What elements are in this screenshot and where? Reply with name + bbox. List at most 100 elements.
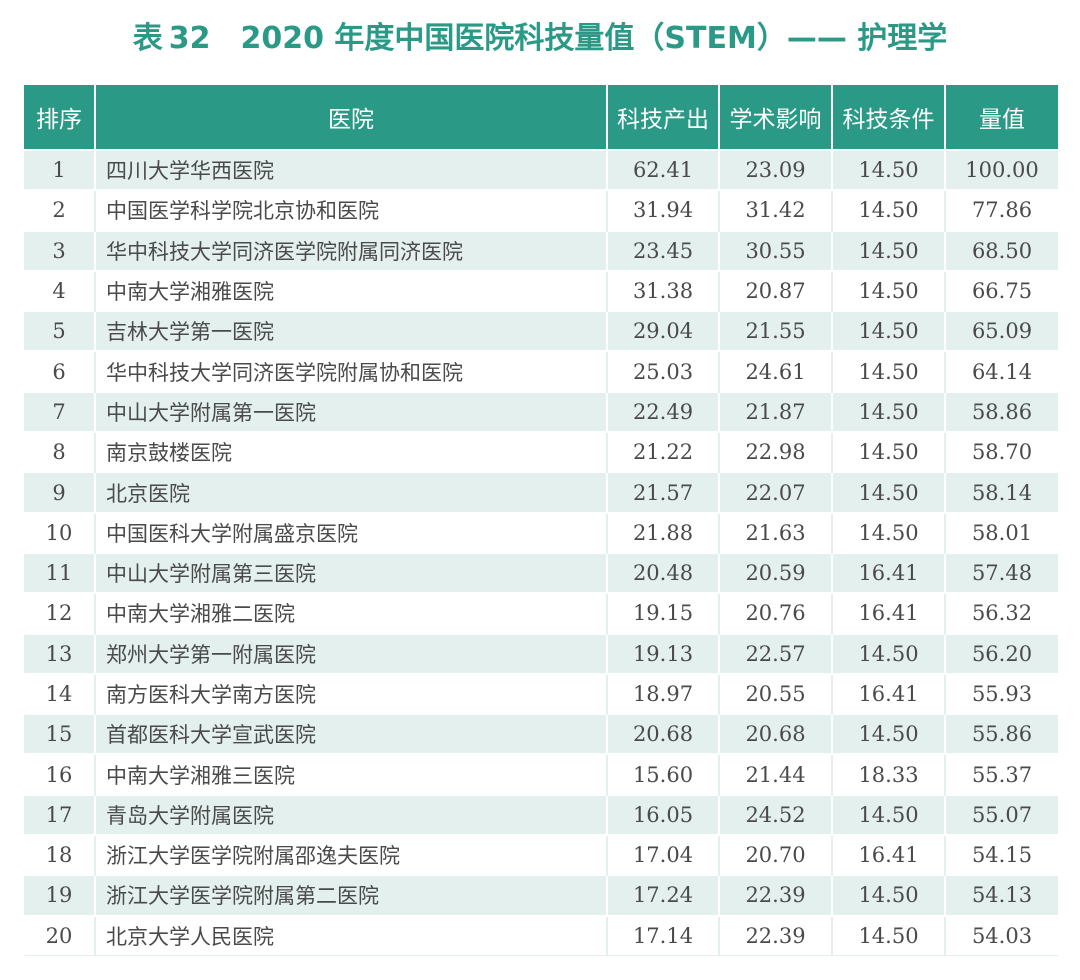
cell-academic: 22.07 xyxy=(719,471,833,513)
header-output: 科技产出 xyxy=(607,85,720,150)
cell-output: 19.15 xyxy=(607,592,720,634)
cell-condition: 18.33 xyxy=(832,753,946,795)
table-row: 7 中山大学附属第一医院 22.49 21.87 14.50 58.86 xyxy=(24,390,1058,433)
cell-academic: 20.55 xyxy=(719,672,833,715)
cell-academic: 20.87 xyxy=(719,269,833,312)
header-academic: 学术影响 xyxy=(719,85,833,150)
cell-condition: 14.50 xyxy=(832,632,946,674)
cell-hospital: 中山大学附属第一医院 xyxy=(95,390,608,433)
cell-hospital: 浙江大学医学院附属第二医院 xyxy=(95,874,608,916)
cell-output: 22.49 xyxy=(607,390,720,433)
table-row: 8 南京鼓楼医院 21.22 22.98 14.50 58.70 xyxy=(24,431,1058,473)
cell-hospital: 中南大学湘雅医院 xyxy=(95,269,608,312)
cell-output: 20.48 xyxy=(607,551,720,594)
cell-hospital: 中国医学科学院北京协和医院 xyxy=(95,189,608,231)
cell-output: 17.14 xyxy=(607,914,720,956)
cell-rank: 5 xyxy=(24,310,96,352)
cell-academic: 20.70 xyxy=(719,834,833,876)
cell-hospital: 北京大学人民医院 xyxy=(95,914,608,956)
table-row: 16 中南大学湘雅三医院 15.60 21.44 18.33 55.37 xyxy=(24,753,1058,795)
cell-value: 66.75 xyxy=(945,269,1058,312)
table-row: 2 中国医学科学院北京协和医院 31.94 31.42 14.50 77.86 xyxy=(24,189,1058,231)
table-row: 20 北京大学人民医院 17.14 22.39 14.50 54.03 xyxy=(24,914,1058,956)
cell-hospital: 浙江大学医学院附属邵逸夫医院 xyxy=(95,834,608,876)
cell-condition: 14.50 xyxy=(832,269,946,312)
cell-value: 55.07 xyxy=(945,793,1058,836)
cell-value: 68.50 xyxy=(945,229,1058,271)
cell-condition: 14.50 xyxy=(832,914,946,956)
cell-condition: 14.50 xyxy=(832,390,946,433)
cell-rank: 11 xyxy=(24,551,96,594)
cell-academic: 24.61 xyxy=(719,350,833,392)
cell-value: 58.14 xyxy=(945,471,1058,513)
cell-hospital: 四川大学华西医院 xyxy=(95,148,608,191)
cell-academic: 30.55 xyxy=(719,229,833,271)
cell-hospital: 南方医科大学南方医院 xyxy=(95,672,608,715)
table-row: 14 南方医科大学南方医院 18.97 20.55 16.41 55.93 xyxy=(24,672,1058,715)
cell-rank: 8 xyxy=(24,431,96,473)
cell-rank: 16 xyxy=(24,753,96,795)
cell-output: 62.41 xyxy=(607,148,720,191)
table-row: 17 青岛大学附属医院 16.05 24.52 14.50 55.07 xyxy=(24,793,1058,836)
cell-value: 55.93 xyxy=(945,672,1058,715)
cell-value: 77.86 xyxy=(945,189,1058,231)
cell-output: 31.94 xyxy=(607,189,720,231)
cell-rank: 12 xyxy=(24,592,96,634)
table-row: 3 华中科技大学同济医学院附属同济医院 23.45 30.55 14.50 68.50 xyxy=(24,229,1058,271)
cell-output: 19.13 xyxy=(607,632,720,674)
cell-academic: 23.09 xyxy=(719,148,833,191)
cell-rank: 19 xyxy=(24,874,96,916)
table-row: 1 四川大学华西医院 62.41 23.09 14.50 100.00 xyxy=(24,148,1058,191)
cell-rank: 18 xyxy=(24,834,96,876)
cell-output: 25.03 xyxy=(607,350,720,392)
header-hospital: 医院 xyxy=(95,85,608,150)
cell-value: 54.15 xyxy=(945,834,1058,876)
cell-academic: 22.98 xyxy=(719,431,833,473)
cell-output: 29.04 xyxy=(607,310,720,352)
cell-value: 57.48 xyxy=(945,551,1058,594)
page-title: 表 32 2020 年度中国医院科技量值（STEM）—— 护理学 xyxy=(0,14,1080,64)
cell-condition: 14.50 xyxy=(832,350,946,392)
cell-academic: 22.57 xyxy=(719,632,833,674)
cell-hospital: 首都医科大学宣武医院 xyxy=(95,713,608,755)
cell-rank: 10 xyxy=(24,511,96,553)
title-prefix: 表 xyxy=(132,21,163,56)
cell-condition: 16.41 xyxy=(832,551,946,594)
cell-hospital: 郑州大学第一附属医院 xyxy=(95,632,608,674)
cell-academic: 21.44 xyxy=(719,753,833,795)
cell-rank: 3 xyxy=(24,229,96,271)
cell-hospital: 中南大学湘雅三医院 xyxy=(95,753,608,795)
cell-academic: 21.87 xyxy=(719,390,833,433)
header-row: 排序 医院 科技产出 学术影响 科技条件 量值 xyxy=(24,85,1058,150)
cell-hospital: 中国医科大学附属盛京医院 xyxy=(95,511,608,553)
cell-condition: 14.50 xyxy=(832,310,946,352)
table-row: 9 北京医院 21.57 22.07 14.50 58.14 xyxy=(24,471,1058,513)
table-row: 12 中南大学湘雅二医院 19.15 20.76 16.41 56.32 xyxy=(24,592,1058,634)
cell-output: 16.05 xyxy=(607,793,720,836)
cell-rank: 7 xyxy=(24,390,96,433)
table-row: 19 浙江大学医学院附属第二医院 17.24 22.39 14.50 54.13 xyxy=(24,874,1058,916)
cell-value: 58.86 xyxy=(945,390,1058,433)
table-header: 排序 医院 科技产出 学术影响 科技条件 量值 xyxy=(24,85,1058,150)
cell-condition: 14.50 xyxy=(832,874,946,916)
cell-academic: 22.39 xyxy=(719,874,833,916)
cell-academic: 21.63 xyxy=(719,511,833,553)
cell-output: 20.68 xyxy=(607,713,720,755)
cell-output: 17.24 xyxy=(607,874,720,916)
table-row: 5 吉林大学第一医院 29.04 21.55 14.50 65.09 xyxy=(24,310,1058,352)
cell-output: 31.38 xyxy=(607,269,720,312)
cell-value: 58.01 xyxy=(945,511,1058,553)
cell-condition: 16.41 xyxy=(832,834,946,876)
cell-hospital: 华中科技大学同济医学院附属协和医院 xyxy=(95,350,608,392)
cell-output: 15.60 xyxy=(607,753,720,795)
cell-value: 55.86 xyxy=(945,713,1058,755)
cell-rank: 1 xyxy=(24,148,96,191)
cell-rank: 9 xyxy=(24,471,96,513)
cell-value: 56.20 xyxy=(945,632,1058,674)
cell-academic: 22.39 xyxy=(719,914,833,956)
cell-academic: 21.55 xyxy=(719,310,833,352)
cell-output: 23.45 xyxy=(607,229,720,271)
cell-condition: 14.50 xyxy=(832,148,946,191)
cell-academic: 20.68 xyxy=(719,713,833,755)
header-condition: 科技条件 xyxy=(832,85,946,150)
